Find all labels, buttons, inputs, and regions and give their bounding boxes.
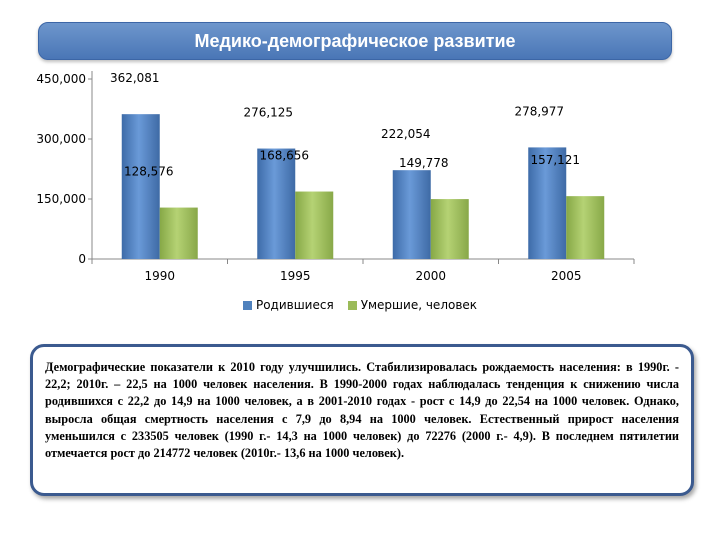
data-label: 222,054 xyxy=(381,127,431,141)
data-label: 276,125 xyxy=(243,106,293,120)
bar-born-2000 xyxy=(392,170,431,259)
description-text: Демографические показатели к 2010 году у… xyxy=(30,344,694,496)
chart-legend: Родившиеся Умершие, человек xyxy=(0,298,720,312)
legend-swatch-born xyxy=(242,300,252,310)
data-label: 157,121 xyxy=(530,153,580,167)
bar-died-2000 xyxy=(430,199,469,259)
data-label: 278,977 xyxy=(514,104,564,118)
y-tick-label: 450,000 xyxy=(36,72,86,86)
x-tick-label: 2005 xyxy=(551,269,582,283)
y-tick-label: 300,000 xyxy=(36,132,86,146)
bar-born-2005 xyxy=(528,147,567,259)
data-label: 149,778 xyxy=(399,156,449,170)
data-label: 362,081 xyxy=(110,71,160,85)
legend-label-died: Умершие, человек xyxy=(360,298,478,312)
bar-died-1995 xyxy=(295,191,334,259)
legend-swatch-died xyxy=(347,300,357,310)
bar-born-1990 xyxy=(121,114,160,259)
bar-died-2005 xyxy=(566,196,605,259)
data-label: 168,656 xyxy=(259,149,309,163)
chart-title: Медико-демографическое развитие xyxy=(38,22,672,60)
legend-label-born: Родившиеся xyxy=(255,298,334,312)
legend-item-born: Родившиеся xyxy=(242,298,334,312)
data-label: 128,576 xyxy=(124,165,174,179)
legend-item-died: Умершие, человек xyxy=(347,298,478,312)
bar-died-1990 xyxy=(159,207,198,259)
y-tick-label: 150,000 xyxy=(36,192,86,206)
y-tick-label: 0 xyxy=(78,252,86,266)
x-tick-label: 1990 xyxy=(144,269,175,283)
bar-chart: 0 150,000 300,000 450,000 362,081 128,576 1990… xyxy=(36,71,635,283)
x-tick-label: 2000 xyxy=(415,269,446,283)
x-tick-label: 1995 xyxy=(280,269,311,283)
bar-born-1995 xyxy=(257,148,296,259)
